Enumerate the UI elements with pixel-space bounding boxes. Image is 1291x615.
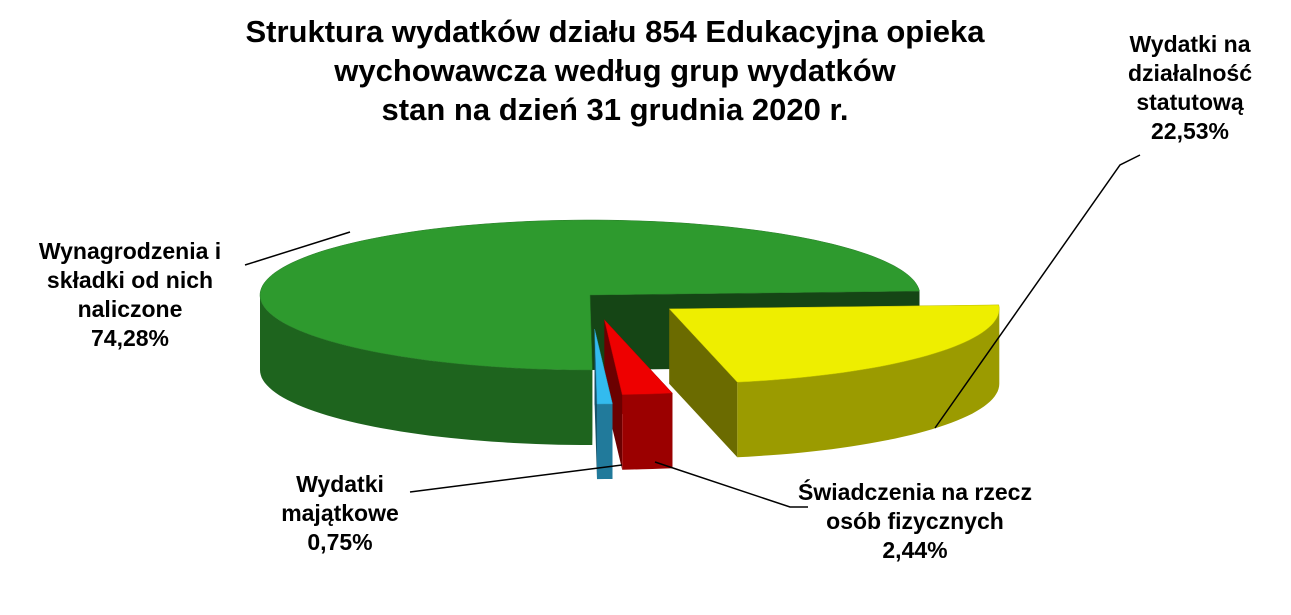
slice-top bbox=[668, 304, 1000, 383]
slice-label: Wydatki majątkowe 0,75% bbox=[255, 470, 425, 557]
slice-top bbox=[259, 219, 920, 371]
chart-title: Struktura wydatków działu 854 Edukacyjna… bbox=[160, 12, 1070, 129]
value-label: 2,44% bbox=[882, 537, 948, 563]
slice-label: Świadczenia na rzecz osób fizycznych 2,44… bbox=[790, 478, 1040, 565]
category-label: Wydatki na działalność statutową bbox=[1128, 31, 1252, 115]
leader-lines bbox=[244, 154, 1141, 508]
slice-label: Wynagrodzenia i składki od nich naliczon… bbox=[0, 237, 260, 353]
slice-label: Wydatki na działalność statutową 22,53% bbox=[1100, 30, 1280, 146]
title-line: Struktura wydatków działu 854 Edukacyjna… bbox=[245, 14, 985, 49]
category-label: Wynagrodzenia i składki od nich naliczon… bbox=[38, 238, 222, 322]
slice-side bbox=[737, 308, 1000, 458]
leader-line bbox=[244, 231, 351, 266]
slice-side bbox=[597, 404, 613, 480]
category-label: Wydatki majątkowe bbox=[281, 471, 399, 526]
value-label: 0,75% bbox=[307, 529, 373, 555]
slice-face bbox=[669, 308, 738, 458]
slice-face bbox=[604, 319, 623, 470]
slice-top bbox=[594, 329, 613, 405]
slice-top bbox=[603, 318, 673, 395]
slice-side bbox=[260, 295, 593, 445]
title-line: wychowawcza według grup wydatków bbox=[334, 53, 896, 88]
leader-line bbox=[654, 461, 808, 508]
value-label: 74,28% bbox=[90, 325, 169, 351]
slice-face bbox=[594, 329, 597, 480]
pie bbox=[259, 219, 1000, 480]
leader-line bbox=[934, 154, 1141, 429]
title-line: stan na dzień 31 grudnia 2020 r. bbox=[381, 92, 849, 127]
value-label: 22,53% bbox=[1150, 118, 1229, 144]
leader-line bbox=[409, 464, 623, 493]
category-label: Świadczenia na rzecz osób fizycznych bbox=[798, 479, 1032, 534]
slice-side bbox=[622, 393, 673, 470]
